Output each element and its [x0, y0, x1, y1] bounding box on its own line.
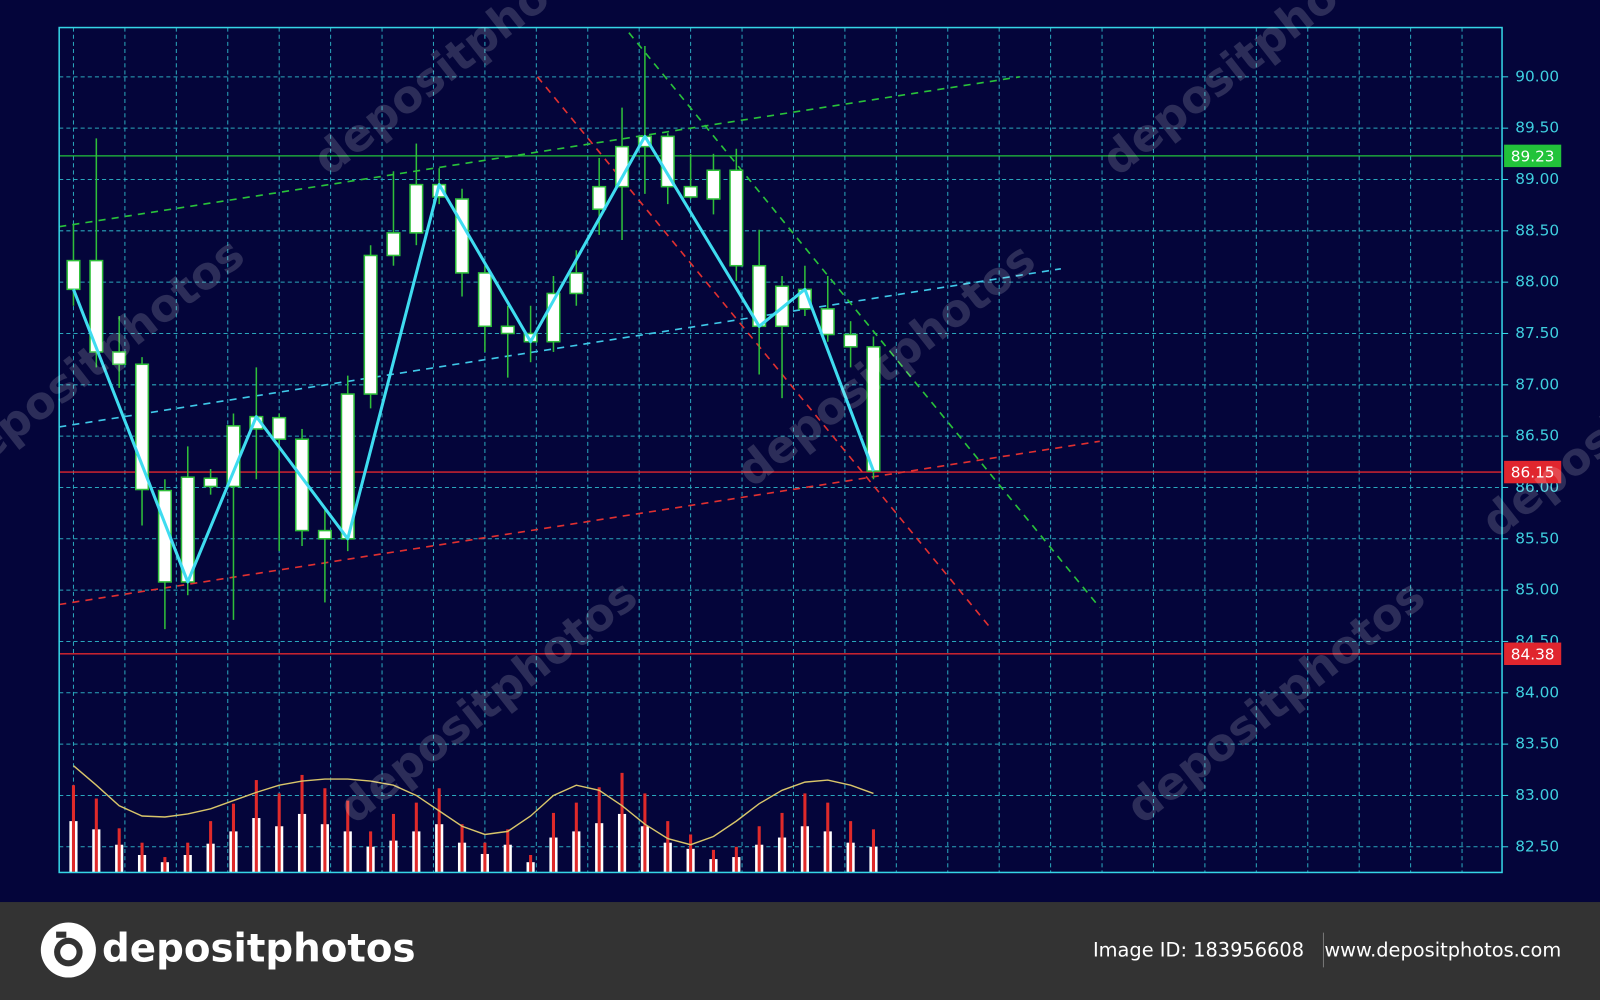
volume-peak [689, 834, 693, 873]
candle-body [386, 232, 401, 257]
y-axis: 82.5083.0083.5084.0084.5085.0085.5086.00… [1502, 67, 1562, 855]
volume-peak [277, 793, 281, 873]
candle-body [500, 325, 515, 335]
y-tick-label: 86.50 [1515, 427, 1559, 445]
candle-body [363, 254, 378, 395]
candle-body [729, 169, 744, 267]
candle-body [272, 416, 287, 440]
y-tick-label: 82.50 [1515, 837, 1559, 855]
volume-peak [483, 842, 487, 873]
volume-peak [780, 812, 784, 873]
price-tag-label: 86.15 [1511, 464, 1555, 482]
price-tag [1504, 642, 1562, 666]
volume-peak [757, 826, 761, 873]
candle-body [569, 272, 584, 295]
volume-peak [506, 829, 510, 873]
candle-body [134, 363, 150, 491]
trend-line [59, 267, 1062, 428]
y-tick-label: 89.50 [1515, 119, 1559, 137]
plot [59, 32, 1503, 873]
volume-peak [826, 802, 830, 873]
candle-body [820, 308, 835, 336]
volume-peak [300, 774, 304, 873]
y-tick-label: 90.00 [1515, 67, 1559, 85]
volume-peak [643, 793, 647, 873]
volume-peak [414, 802, 418, 873]
background [0, 0, 1600, 902]
volume-peak [529, 854, 533, 873]
volume-peak [71, 785, 75, 873]
volume-peak [734, 846, 738, 873]
volume-peak [369, 831, 373, 873]
volume-peak [323, 788, 327, 873]
volume-peak [94, 798, 98, 873]
candle-body [226, 425, 241, 488]
footer-bar [0, 902, 1600, 1000]
volume-peak [117, 828, 121, 873]
price-tag [1504, 144, 1562, 168]
volume-peak [711, 849, 715, 873]
candle-body [843, 333, 858, 348]
volume-peak [231, 803, 235, 873]
y-tick-label: 83.50 [1515, 735, 1559, 753]
y-tick-label: 84.00 [1515, 683, 1559, 701]
y-tick-label: 85.50 [1515, 529, 1559, 547]
volume-peak [620, 772, 624, 873]
candle-body [112, 351, 127, 366]
candle-body [592, 185, 607, 211]
volume-peak [163, 857, 167, 873]
y-tick-label: 87.50 [1515, 324, 1559, 342]
price-tag-label: 84.38 [1511, 645, 1555, 663]
y-tick-label: 83.00 [1515, 786, 1559, 804]
trend-line [59, 440, 1100, 606]
volume-peak [140, 842, 144, 873]
volume-peak [849, 821, 853, 873]
volume-peak [346, 800, 350, 873]
volume-peak [871, 829, 875, 873]
candle-body [683, 185, 698, 198]
logo-icon [56, 931, 67, 938]
candle-body [409, 183, 424, 234]
trend-line [59, 76, 1020, 228]
y-tick-label: 88.00 [1515, 273, 1559, 291]
volume-peak [186, 842, 190, 873]
y-tick-label: 88.50 [1515, 221, 1559, 239]
candle-body [477, 272, 492, 328]
volume-peak [666, 821, 670, 873]
candle-body [180, 476, 195, 583]
price-tag [1504, 460, 1562, 484]
volume-peak [437, 788, 441, 873]
volume-peak [209, 821, 213, 873]
footer: depositphotos Image ID: 183956608 www.de… [0, 902, 1600, 1000]
price-tag-label: 89.23 [1511, 147, 1555, 165]
candle-body [866, 346, 881, 472]
volume-peak [460, 824, 464, 873]
plot-border [58, 26, 1503, 874]
volume-peak [254, 780, 258, 873]
url: www.depositphotos.com [1324, 939, 1561, 962]
y-tick-label: 89.00 [1515, 170, 1559, 188]
candle-body [454, 198, 470, 274]
volume-average [73, 765, 874, 846]
brand: depositphotos [102, 927, 416, 972]
candle-body [317, 529, 332, 540]
volume-peak [574, 802, 578, 873]
volume-peak [391, 813, 395, 873]
volume-peak [597, 787, 601, 873]
y-tick-label: 85.00 [1515, 581, 1559, 599]
image-id: Image ID: 183956608 [1093, 939, 1304, 962]
candle-body [66, 259, 81, 291]
candle-body [203, 477, 218, 488]
zigzag-line [72, 134, 875, 584]
volume-peak [551, 812, 555, 873]
volume-peak [803, 793, 807, 873]
trend-line [628, 32, 1101, 609]
y-tick-label: 87.00 [1515, 375, 1559, 393]
logo-icon [60, 943, 77, 961]
candle-body [706, 169, 721, 200]
